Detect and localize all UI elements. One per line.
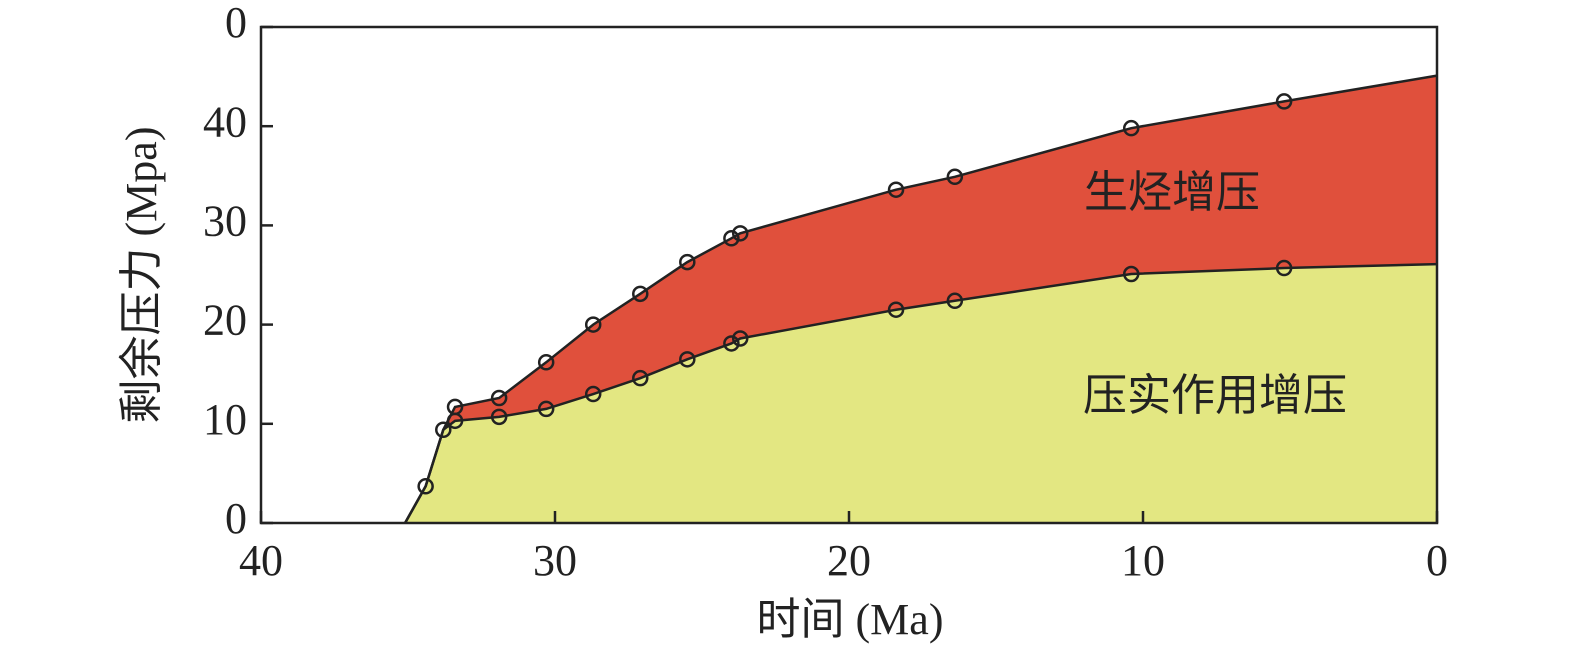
marker <box>490 389 508 407</box>
area-label: 压实作用增压 <box>1083 371 1347 420</box>
y-tick-label: 20 <box>203 296 247 345</box>
marker <box>417 478 434 495</box>
y-tick-label: 30 <box>203 196 247 245</box>
y-tick-label: 10 <box>203 395 247 444</box>
marker <box>1122 119 1140 137</box>
marker <box>887 181 905 198</box>
marker <box>584 316 602 333</box>
marker <box>723 335 740 352</box>
y-tick-label: 0 <box>225 494 247 543</box>
marker <box>632 285 649 303</box>
marker <box>946 168 964 186</box>
y-axis-title: 剩余压力 (Mpa) <box>117 127 166 424</box>
area-label: 生烃增压 <box>1084 168 1260 217</box>
marker <box>731 330 749 347</box>
area <box>405 75 1437 523</box>
x-tick-label: 30 <box>533 536 577 585</box>
marker <box>435 421 452 439</box>
marker <box>446 398 464 416</box>
area <box>405 264 1437 523</box>
x-tick-label: 40 <box>239 536 283 585</box>
marker <box>632 369 649 387</box>
marker <box>731 225 749 242</box>
marker <box>679 253 696 271</box>
x-tick-label: 20 <box>827 536 871 585</box>
marker <box>584 385 602 403</box>
marker <box>537 354 555 371</box>
marker <box>537 400 555 418</box>
marker <box>887 301 905 318</box>
x-tick-label: 10 <box>1121 536 1165 585</box>
marker <box>679 351 696 368</box>
x-tick-label: 0 <box>1426 536 1448 585</box>
marker <box>946 292 964 310</box>
marker <box>1275 93 1293 110</box>
marker <box>490 408 508 426</box>
y-tick-label: 0 <box>225 0 247 47</box>
y-tick-label: 40 <box>203 97 247 146</box>
marker <box>1275 259 1293 277</box>
marker <box>1122 265 1140 283</box>
x-axis-title: 时间 (Ma) <box>757 595 944 644</box>
marker <box>723 230 740 247</box>
